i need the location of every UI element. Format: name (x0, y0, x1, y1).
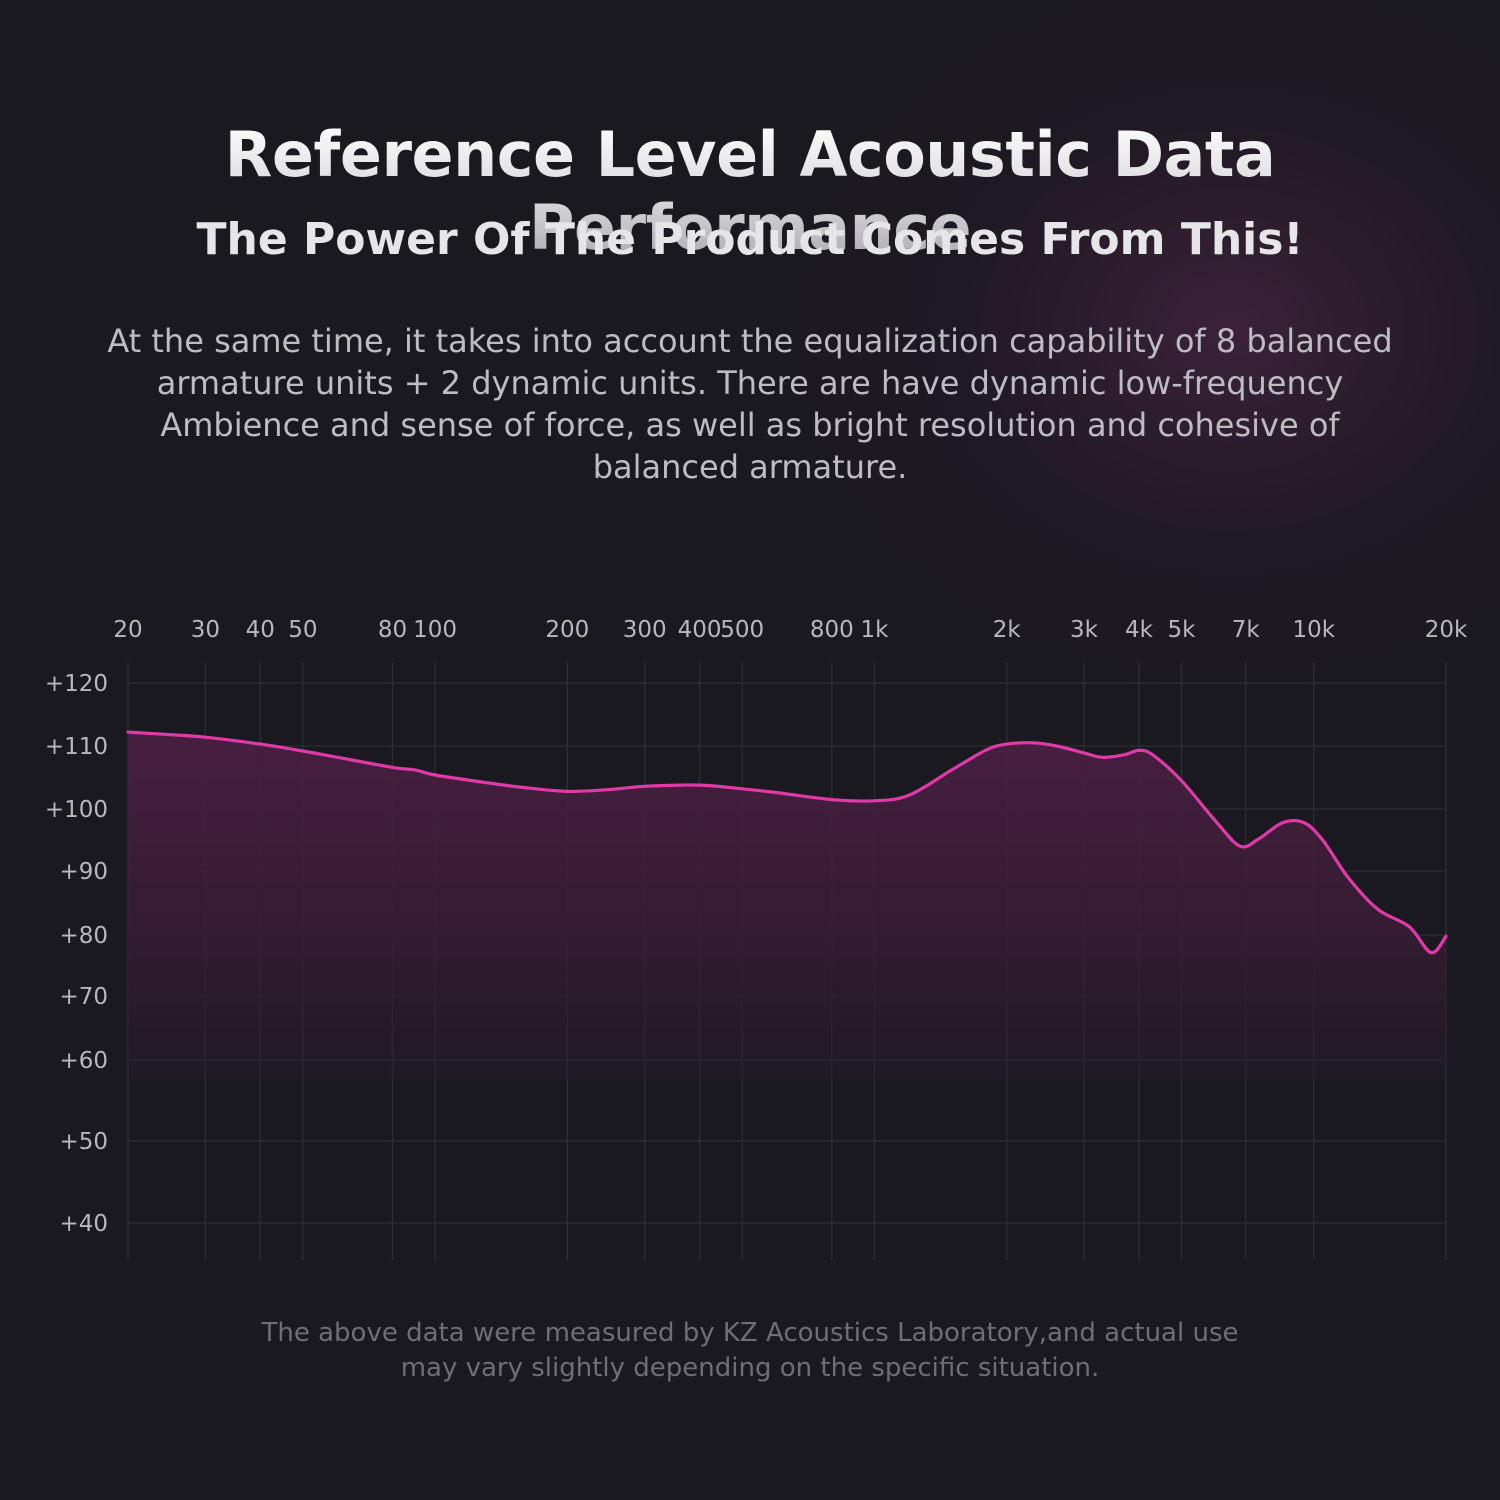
x-tick-label: 80 (378, 617, 407, 643)
response-area-fill (128, 732, 1446, 1080)
y-tick-label: +60 (59, 1048, 108, 1074)
x-tick-label: 1k (860, 617, 889, 643)
x-tick-label: 50 (288, 617, 317, 643)
x-tick-label: 100 (413, 617, 457, 643)
x-tick-label: 400 (678, 617, 722, 643)
y-tick-label: +120 (45, 671, 108, 697)
y-tick-label: +40 (59, 1211, 108, 1237)
x-tick-label: 4k (1125, 617, 1154, 643)
x-tick-label: 20 (113, 617, 142, 643)
y-tick-label: +110 (45, 734, 108, 760)
page-subtitle: The Power Of The Product Comes From This… (196, 214, 1304, 265)
chart-area-layer (128, 732, 1446, 1080)
x-tick-label: 30 (191, 617, 220, 643)
x-tick-label: 800 (810, 617, 854, 643)
x-tick-label: 500 (720, 617, 764, 643)
x-tick-label: 40 (246, 617, 275, 643)
x-tick-label: 3k (1070, 617, 1099, 643)
y-tick-label: +90 (59, 859, 108, 885)
measurement-footnote: The above data were measured by KZ Acous… (261, 1318, 1239, 1383)
y-tick-label: +50 (59, 1129, 108, 1155)
page-title: Reference Level Acoustic Data Performanc… (0, 118, 1500, 264)
y-tick-label: +100 (45, 797, 108, 823)
x-tick-label: 300 (623, 617, 667, 643)
frequency-response-line (126, 730, 1448, 955)
y-tick-label: +80 (59, 923, 108, 949)
x-tick-label: 7k (1232, 617, 1261, 643)
y-tick-label: +70 (59, 984, 108, 1010)
x-tick-label: 20k (1425, 617, 1468, 643)
x-tick-label: 10k (1292, 617, 1335, 643)
y-axis-tick-labels: +120 +110 +100 +90 +80 +70 +60 +50 +40 (45, 671, 108, 1237)
x-tick-label: 2k (993, 617, 1022, 643)
description-text: At the same time, it takes into account … (107, 322, 1393, 486)
x-tick-label: 200 (545, 617, 589, 643)
chart-line-layer (126, 730, 1448, 955)
x-tick-label: 5k (1168, 617, 1197, 643)
